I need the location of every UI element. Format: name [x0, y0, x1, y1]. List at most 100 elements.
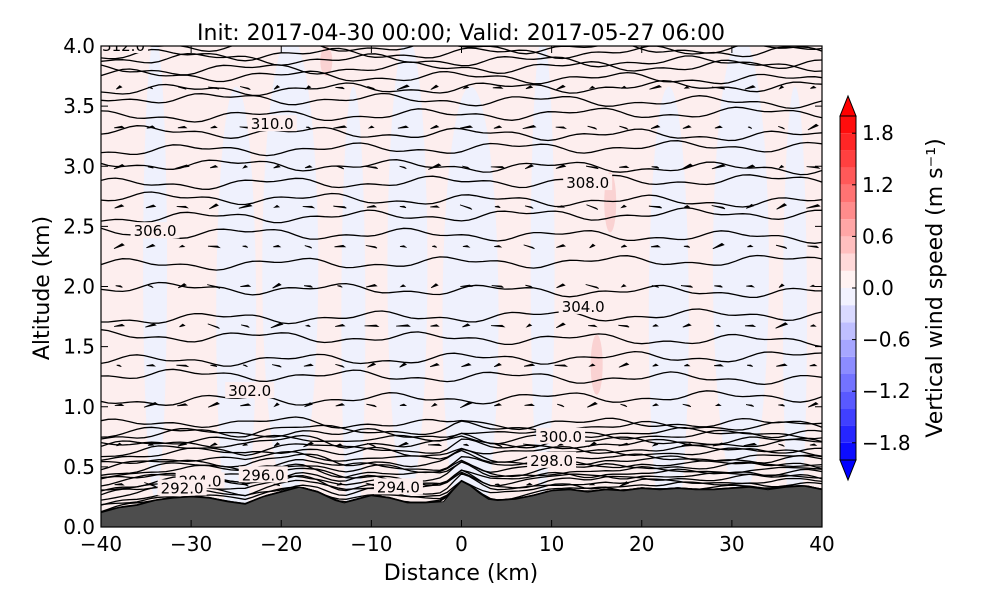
- wind-barb: [399, 403, 408, 407]
- wind-barb: [335, 165, 345, 170]
- wind-barb: [490, 166, 506, 169]
- wind-barb: [335, 323, 346, 327]
- x-axis-title: Distance (km): [384, 561, 539, 586]
- contour-label: 292.0: [161, 480, 204, 498]
- wind-barb: [113, 323, 126, 327]
- negative-w-band: [387, 46, 428, 497]
- wind-barb: [810, 324, 817, 327]
- colorbar-segment: [840, 425, 856, 443]
- wind-barb: [809, 284, 817, 288]
- wind-barb: [242, 245, 249, 248]
- contour-label-bg: [536, 427, 586, 444]
- theta-contour-298.0: [101, 434, 822, 449]
- wind-barb: [806, 166, 821, 169]
- wind-barb: [114, 125, 125, 129]
- wind-barb: [618, 324, 630, 328]
- wind-barb: [273, 442, 281, 447]
- x-tick-label: 40: [809, 532, 834, 556]
- wind-barb: [711, 205, 726, 210]
- wind-barb: [619, 125, 629, 130]
- wind-barb: [334, 244, 347, 248]
- contour-label-bg: [101, 46, 149, 53]
- colorbar-segment: [840, 305, 856, 323]
- wind-barb: [304, 245, 313, 249]
- wind-barb: [490, 324, 506, 328]
- wind-barb: [335, 364, 345, 368]
- wind-barb: [176, 403, 189, 407]
- wind-barb: [273, 164, 281, 169]
- theta-contour-304.5: [101, 254, 822, 271]
- wind-barb: [494, 483, 501, 486]
- contour-label-bg: [238, 466, 288, 483]
- contour-label: 298.0: [530, 452, 573, 470]
- x-tick-label: 20: [629, 532, 654, 556]
- wind-barb: [461, 363, 472, 368]
- wind-barb: [494, 245, 503, 248]
- wind-barb: [524, 164, 534, 170]
- theta-contour-309.0: [101, 92, 822, 110]
- wind-barb: [459, 125, 474, 129]
- y-tick-label: 4.0: [63, 34, 95, 58]
- wind-barb: [239, 86, 251, 90]
- wind-barbs: [113, 84, 821, 488]
- wind-barb: [776, 203, 788, 210]
- theta-contour-297.5: [101, 438, 822, 458]
- theta-contours: [101, 46, 822, 513]
- x-tick-label: 10: [539, 532, 564, 556]
- wind-barb: [555, 126, 567, 129]
- wind-barb: [430, 402, 438, 407]
- terrain-fill: [101, 480, 822, 527]
- wind-barb: [207, 323, 220, 329]
- contour-label: 300.0: [539, 428, 582, 446]
- colorbar-extend-max: [839, 94, 857, 117]
- wind-barb: [744, 85, 756, 90]
- wind-barb: [652, 403, 660, 407]
- contour-label-bg: [373, 478, 423, 495]
- wind-barb: [652, 363, 659, 367]
- wind-barb: [367, 86, 376, 91]
- colorbar-segment: [840, 374, 856, 392]
- wind-barb: [651, 166, 660, 169]
- theta-contour-306.0: [101, 191, 822, 208]
- contour-label-bg: [247, 115, 297, 132]
- theta-contour-299.0: [101, 427, 822, 440]
- wind-barb: [620, 204, 627, 209]
- theta-contour-303.5: [101, 308, 822, 325]
- colorbar-tick-label: −1.8: [862, 431, 911, 455]
- wind-barb: [429, 363, 440, 368]
- wind-barb: [116, 85, 123, 90]
- wind-barb: [116, 364, 122, 367]
- wind-barb: [242, 364, 248, 368]
- x-tick-label: 0: [455, 532, 468, 556]
- theta-contour-301.0: [101, 390, 822, 406]
- wind-barb: [242, 442, 249, 447]
- contour-label-bg: [563, 174, 613, 191]
- wind-barb: [524, 205, 534, 209]
- colorbar-segment: [840, 116, 856, 134]
- wind-barb: [145, 204, 157, 209]
- colorbar-segment: [840, 219, 856, 237]
- wind-barb: [430, 84, 439, 90]
- wind-barb: [365, 165, 378, 169]
- wind-barb: [652, 324, 659, 327]
- wind-barb: [242, 164, 249, 169]
- wind-barb: [712, 242, 725, 250]
- wind-barb: [747, 126, 753, 129]
- wind-barb: [209, 165, 219, 169]
- colorbar-segment: [840, 408, 856, 426]
- wind-barb: [396, 324, 411, 327]
- colorbar-segment: [840, 322, 856, 340]
- wind-barb: [619, 165, 630, 169]
- wind-barb: [714, 403, 722, 407]
- wind-barb: [586, 204, 599, 210]
- wind-barb: [399, 205, 407, 209]
- wind-barb: [365, 245, 378, 249]
- wind-barb: [145, 323, 157, 328]
- chart-title: Init: 2017-04-30 00:00; Valid: 2017-05-2…: [197, 21, 725, 46]
- wind-barb: [238, 203, 253, 209]
- y-axis: 0.0 0.5 1.0 1.5 2.0 2.5 3.0 3.5 4.0: [63, 34, 822, 539]
- theta-contour-308.5: [101, 106, 822, 123]
- wind-barb: [367, 125, 375, 129]
